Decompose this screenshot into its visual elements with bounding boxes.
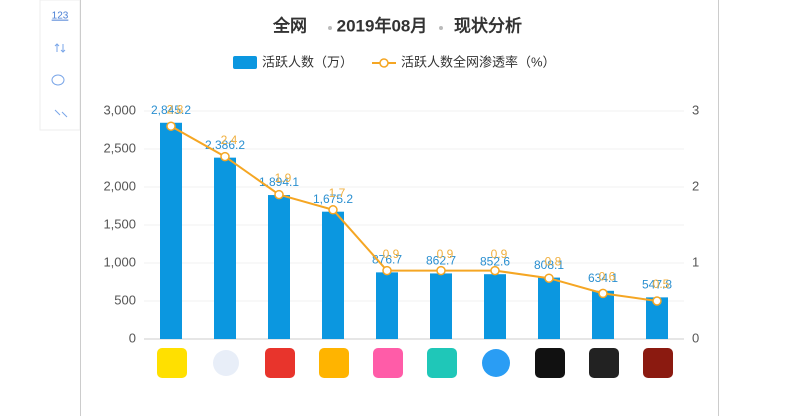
line-value-label: 2.4 bbox=[221, 133, 238, 147]
bar bbox=[484, 274, 506, 339]
toolbar bbox=[39, 0, 81, 131]
title-separator bbox=[328, 26, 332, 30]
line-marker bbox=[490, 265, 500, 276]
bar bbox=[214, 157, 236, 339]
y2-tick-label: 2 bbox=[692, 178, 699, 193]
y-tick-label: 2,500 bbox=[103, 140, 136, 155]
y2-tick-label: 1 bbox=[692, 254, 699, 269]
bar bbox=[538, 277, 560, 339]
line-marker bbox=[382, 265, 392, 276]
y2-tick-label: 3 bbox=[692, 102, 699, 117]
y-tick-label: 1,000 bbox=[103, 254, 136, 269]
chart-title: 全网 bbox=[272, 15, 307, 35]
toolbar-shrink-icon[interactable] bbox=[54, 109, 68, 118]
bar bbox=[592, 290, 614, 339]
app-icon bbox=[373, 348, 403, 378]
line-value-label: 0.9 bbox=[383, 247, 400, 261]
line-marker bbox=[652, 296, 662, 306]
legend-label: 活跃人数（万） bbox=[262, 54, 353, 69]
line-value-label: 0.9 bbox=[491, 247, 508, 261]
line-value-label: 0.6 bbox=[599, 270, 616, 284]
app-icon bbox=[535, 348, 565, 378]
line-marker bbox=[166, 121, 176, 131]
bar-value-label: 2,845.2 bbox=[151, 103, 191, 117]
toolbar-sort-icon[interactable] bbox=[54, 43, 66, 53]
line-value-label: 0.9 bbox=[437, 247, 454, 261]
line-marker bbox=[544, 273, 554, 283]
line-value-label: 1.9 bbox=[275, 171, 292, 185]
line-marker bbox=[328, 205, 338, 215]
line-marker bbox=[220, 151, 230, 162]
bar bbox=[430, 273, 452, 339]
chart-frame bbox=[80, 0, 719, 416]
bar-value-label: 852.6 bbox=[480, 254, 510, 268]
line-value-label: 2.8 bbox=[167, 102, 184, 116]
y2-tick-label: 0 bbox=[692, 330, 699, 345]
app-icon bbox=[265, 348, 295, 378]
app-icons bbox=[157, 348, 673, 378]
bar bbox=[322, 211, 344, 339]
bar-value-label: 547.8 bbox=[642, 278, 672, 292]
bar-value-label: 808.1 bbox=[534, 258, 564, 272]
app-icon bbox=[643, 348, 673, 378]
line-marker bbox=[598, 288, 608, 299]
line bbox=[170, 125, 658, 302]
y-tick-label: 0 bbox=[129, 330, 136, 345]
bar bbox=[160, 122, 182, 339]
app-icon bbox=[427, 348, 457, 378]
legend-label: 活跃人数全网渗透率（%） bbox=[401, 54, 556, 69]
line-value-label: 1.7 bbox=[329, 186, 346, 200]
toolbar-chat-icon[interactable] bbox=[51, 74, 65, 86]
bar bbox=[268, 195, 290, 339]
line-value-label: 0.5 bbox=[653, 277, 670, 291]
chart-title: 现状分析 bbox=[454, 15, 522, 35]
bar-value-label: 634.1 bbox=[588, 271, 618, 285]
app-icon bbox=[157, 348, 187, 378]
app-icon bbox=[213, 350, 239, 376]
bar-value-label: 862.7 bbox=[426, 254, 456, 268]
title-separator bbox=[439, 26, 443, 30]
app-icon bbox=[319, 348, 349, 378]
line-marker bbox=[436, 265, 446, 276]
y-tick-label: 1,500 bbox=[103, 216, 136, 231]
chart-title: 2019年08月 bbox=[337, 15, 428, 35]
bar bbox=[646, 297, 668, 339]
legend-swatch bbox=[233, 56, 257, 69]
y-tick-label: 500 bbox=[114, 292, 136, 307]
bar-value-label: 1,894.1 bbox=[259, 175, 299, 189]
y-tick-label: 2,000 bbox=[103, 178, 136, 193]
bar-value-label: 1,675.2 bbox=[313, 192, 353, 206]
y-tick-label: 3,000 bbox=[103, 102, 136, 117]
bar bbox=[376, 272, 398, 339]
app-icon bbox=[589, 348, 619, 378]
bar-value-label: 2,386.2 bbox=[205, 138, 245, 152]
line-value-label: 0.8 bbox=[545, 254, 562, 268]
toolbar-data-button[interactable]: 123 bbox=[52, 11, 69, 22]
app-icon bbox=[482, 349, 510, 377]
legend-marker bbox=[379, 58, 389, 68]
line-marker bbox=[274, 189, 284, 200]
